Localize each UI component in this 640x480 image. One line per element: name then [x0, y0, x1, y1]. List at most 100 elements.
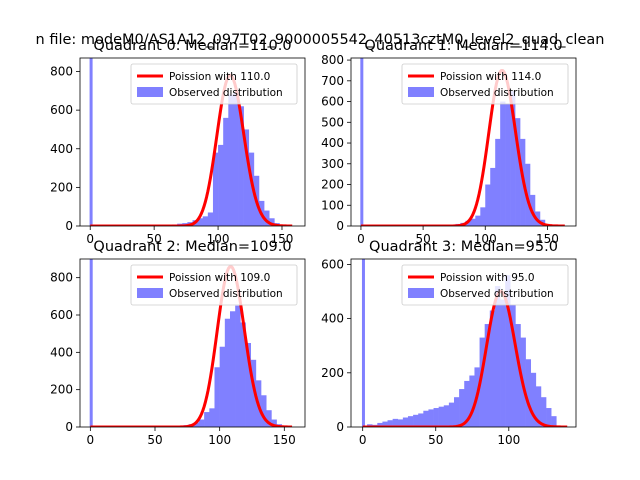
y-tick-label: 200: [321, 366, 344, 380]
quadrant-1-panel: Quadrant 1: Median=114.0 0 50 100 150 0 100 20…: [321, 38, 577, 246]
y-tick-label: 0: [65, 420, 73, 434]
histogram-bar: [218, 144, 224, 226]
histogram-bar: [505, 275, 511, 427]
x-tick-label: 150: [536, 232, 559, 246]
x-tick-label: 100: [497, 433, 520, 447]
histogram-spike-bar: [89, 259, 93, 427]
histogram-bar: [494, 286, 501, 427]
legend-label-observed: Observed distribution: [440, 288, 554, 300]
x-tick-label: 100: [207, 232, 230, 246]
x-tick-label: 50: [428, 433, 443, 447]
histogram-bar: [443, 405, 450, 427]
histogram-bar: [510, 305, 516, 427]
histogram-bar: [223, 117, 229, 226]
legend-box: [130, 264, 298, 306]
x-tick-label: 50: [147, 232, 162, 246]
legend-label-poisson: Poission with 95.0: [440, 272, 535, 284]
histogram-bar: [197, 218, 204, 226]
x-tick-label: 0: [359, 433, 367, 447]
histogram-bar: [459, 389, 465, 427]
histogram-bar: [500, 101, 506, 226]
y-tick-label: 600: [50, 308, 73, 322]
histogram-bar: [261, 395, 267, 427]
histogram-bar: [423, 410, 429, 427]
histogram-bar: [243, 129, 250, 226]
histogram-bar: [485, 184, 491, 226]
quadrant-2-marks: [89, 259, 293, 427]
histogram-bar: [214, 367, 220, 427]
y-tick-label: 700: [321, 74, 344, 88]
histogram-bar: [510, 91, 516, 226]
legend-box: [130, 63, 298, 105]
histogram-bar: [489, 310, 496, 427]
y-tick-label: 600: [50, 103, 73, 117]
histogram-spike-bar: [89, 58, 93, 226]
y-tick-label: 200: [50, 180, 73, 194]
histogram-spike-bar: [360, 58, 364, 226]
histogram-bar: [224, 318, 231, 427]
x-tick-label: 50: [147, 433, 162, 447]
histogram-bar: [535, 386, 542, 427]
histogram-bar: [469, 375, 475, 427]
legend: Poission with 95.0 Observed distribution: [401, 264, 569, 306]
histogram-bar: [212, 152, 219, 226]
histogram-bar: [428, 409, 434, 427]
histogram-bar: [480, 207, 486, 226]
histogram-bar: [204, 412, 210, 427]
histogram-bar: [250, 359, 257, 427]
histogram-bar: [438, 406, 445, 427]
x-tick-label: 0: [357, 232, 365, 246]
histogram-spike-bar: [361, 259, 365, 427]
poisson-curve: [360, 68, 566, 226]
poisson-curve: [362, 290, 568, 427]
y-tick-label: 400: [50, 345, 73, 359]
legend: Poission with 109.0 Observed distribution: [130, 264, 298, 306]
x-tick-label: 0: [86, 232, 94, 246]
histogram-bar: [500, 299, 506, 427]
histogram-bar: [484, 324, 491, 427]
histogram-bar: [475, 215, 481, 226]
y-tick-label: 600: [321, 257, 344, 271]
legend-patch-swatch: [137, 288, 163, 298]
histogram-bar: [495, 138, 501, 226]
y-tick-label: 200: [50, 383, 73, 397]
quadrant-0-marks: [89, 58, 293, 226]
x-tick-label: 100: [474, 232, 497, 246]
y-tick-label: 400: [50, 142, 73, 156]
x-tick-label: 50: [415, 232, 430, 246]
legend-patch-swatch: [137, 87, 163, 97]
x-tick-label: 150: [273, 433, 296, 447]
poisson-curve: [90, 73, 293, 226]
histogram-bar: [470, 218, 476, 226]
histogram-bar: [248, 152, 255, 226]
histogram-bar: [233, 92, 239, 226]
quadrant-2-title: Quadrant 2: Median=109.0: [93, 239, 291, 255]
histogram-bar: [418, 413, 424, 427]
histogram-bar: [515, 118, 521, 226]
histogram-bar: [530, 372, 537, 427]
quadrant-1-plot: 0 50 100 150 0 100 200 300 400 500 600 700 800 Poissi…: [321, 53, 577, 246]
quadrant-0-plot: 0 50 100 150 0 200 400 600 800 Poission with 110.…: [50, 57, 306, 246]
y-tick-label: 400: [321, 136, 344, 150]
legend-patch-swatch: [408, 87, 434, 97]
y-tick-label: 600: [321, 95, 344, 109]
histogram-bar: [382, 421, 388, 427]
y-tick-label: 0: [65, 219, 73, 233]
figure-suptitle: n file: modeM0/AS1A12_097T02_9000005542_…: [36, 32, 605, 48]
quadrant-2-plot: 0 50 100 150 0 200 400 600 800 Poission with 109.…: [50, 258, 306, 447]
quadrant-2-panel: Quadrant 2: Median=109.0 0 50 100 150 0 200 40…: [50, 239, 306, 447]
quadrant-1-marks: [360, 58, 566, 226]
legend: Poission with 110.0 Observed distribution: [130, 63, 298, 105]
axes-frame: [350, 57, 577, 227]
legend-box: [401, 63, 569, 105]
legend-label-observed: Observed distribution: [169, 87, 283, 99]
histogram-bar: [525, 359, 532, 427]
poisson-curve: [90, 264, 293, 427]
histogram-bar: [464, 380, 470, 427]
histogram-bar: [198, 419, 205, 427]
y-tick-label: 800: [50, 271, 73, 285]
histogram-bar: [479, 337, 485, 427]
quadrant-3-panel: Quadrant 3: Median=95.0 0 50 100 0 200 400 600…: [321, 239, 577, 447]
y-tick-label: 500: [321, 115, 344, 129]
